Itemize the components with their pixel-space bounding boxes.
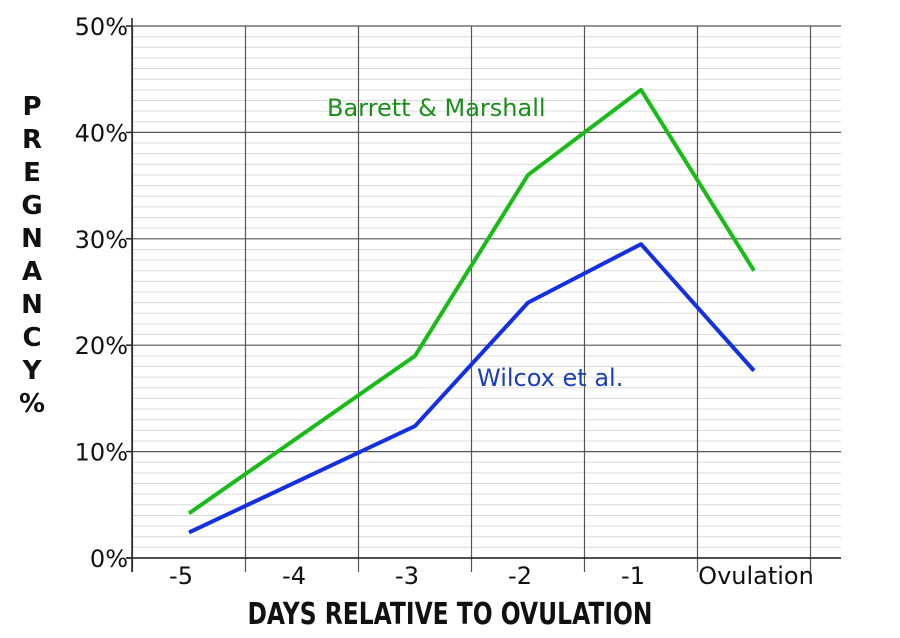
y-axis-title-letter: % bbox=[19, 389, 45, 419]
y-axis-title-letter: A bbox=[22, 257, 42, 287]
series-label-0: Barrett & Marshall bbox=[327, 94, 546, 122]
y-axis-title-letter: P bbox=[22, 92, 41, 122]
series-label-1: Wilcox et al. bbox=[477, 364, 623, 392]
x-axis-title: DAYS RELATIVE TO OVULATION bbox=[248, 597, 653, 632]
y-tick-labels: 0% 10% 20% 30% 40% 50% bbox=[75, 13, 128, 573]
y-axis-title-letter: N bbox=[21, 224, 43, 254]
x-tick-label: Ovulation bbox=[698, 562, 814, 590]
y-axis-title-letter: C bbox=[22, 323, 41, 353]
minor-grid bbox=[132, 36, 841, 548]
x-tick-label: -2 bbox=[508, 562, 532, 590]
series-line-1 bbox=[188, 242, 756, 535]
y-tick-label: 50% bbox=[75, 13, 128, 41]
y-axis-title-letter: G bbox=[21, 191, 42, 221]
y-tick-label: 30% bbox=[75, 226, 128, 254]
x-tick-label: -1 bbox=[621, 562, 645, 590]
y-tick-label: 10% bbox=[75, 439, 128, 467]
x-tick-label: -3 bbox=[395, 562, 419, 590]
x-tick-label: -5 bbox=[169, 562, 193, 590]
y-axis-title-letter: N bbox=[21, 290, 43, 320]
series-lines bbox=[187, 87, 756, 535]
y-tick-label: 20% bbox=[75, 332, 128, 360]
y-tick-label: 40% bbox=[75, 119, 128, 147]
y-axis-title-letter: Y bbox=[22, 356, 43, 386]
y-axis-title-letter: R bbox=[22, 125, 42, 155]
y-tick-label: 0% bbox=[90, 545, 128, 573]
series-labels: Barrett & Marshall Wilcox et al. bbox=[327, 94, 623, 392]
x-tick-labels: -5 -4 -3 -2 -1 Ovulation bbox=[169, 562, 814, 590]
y-axis-title-letter: E bbox=[23, 158, 41, 188]
x-tick-label: -4 bbox=[282, 562, 306, 590]
series-line-0 bbox=[187, 87, 756, 515]
axes bbox=[126, 18, 841, 572]
